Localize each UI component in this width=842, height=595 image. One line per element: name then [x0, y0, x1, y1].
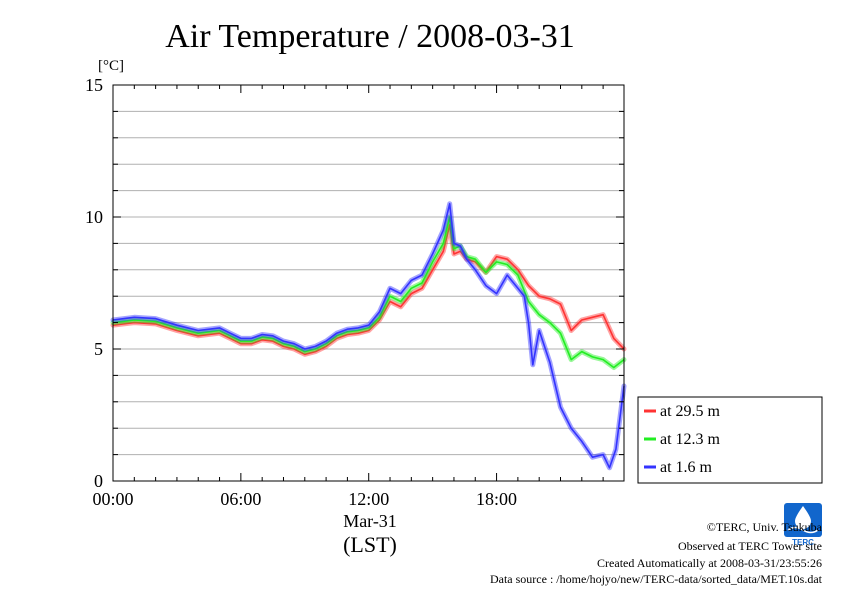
- series-line-1: [112, 224, 625, 356]
- x-tick-label: 00:00: [92, 489, 133, 509]
- legend-box: [637, 396, 823, 484]
- y-tick-label: 0: [94, 471, 103, 491]
- footer-source: Data source : /home/hojyo/new/TERC-data/…: [490, 572, 823, 586]
- legend-label: at 29.5 m: [660, 403, 721, 420]
- y-tick-label: 15: [85, 75, 103, 95]
- water-drop-icon: [795, 506, 811, 529]
- chart-title: Air Temperature / 2008-03-31: [165, 18, 575, 55]
- legend: at 29.5 m at 12.3 m at 1.6 m: [637, 396, 823, 484]
- y-unit-label: [°C]: [98, 58, 124, 74]
- footer-copyright: ©TERC, Univ. Tsukuba: [707, 520, 823, 534]
- x-tick-label: 18:00: [476, 489, 517, 509]
- grid-lines: [113, 110, 624, 456]
- x-tick-label: 12:00: [348, 489, 389, 509]
- y-tick-label: 5: [94, 339, 103, 359]
- x-axis-ticks: 00:00 06:00 12:00 18:00: [92, 85, 604, 509]
- logo-text: TERC: [792, 538, 814, 547]
- footer-created: Created Automatically at 2008-03-31/23:5…: [597, 556, 822, 570]
- wave-icon: [787, 526, 819, 534]
- legend-label: at 12.3 m: [660, 431, 721, 448]
- series-line-3: [112, 203, 625, 469]
- series-lines: [110, 201, 627, 471]
- footer-observed: Observed at TERC Tower site: [678, 539, 822, 553]
- x-sublabel: Mar-31: [343, 511, 397, 531]
- series-line-2: [112, 216, 625, 369]
- series-band-2: [110, 214, 627, 370]
- plot-frame: [112, 84, 625, 482]
- series-band-1: [110, 222, 627, 357]
- y-tick-label: 10: [85, 207, 103, 227]
- y-axis-ticks: 0 5 10 15: [85, 75, 624, 491]
- x-axis-label: (LST): [343, 532, 397, 557]
- legend-label: at 1.6 m: [660, 459, 713, 476]
- terc-logo: TERC: [784, 503, 822, 547]
- x-tick-label: 06:00: [220, 489, 261, 509]
